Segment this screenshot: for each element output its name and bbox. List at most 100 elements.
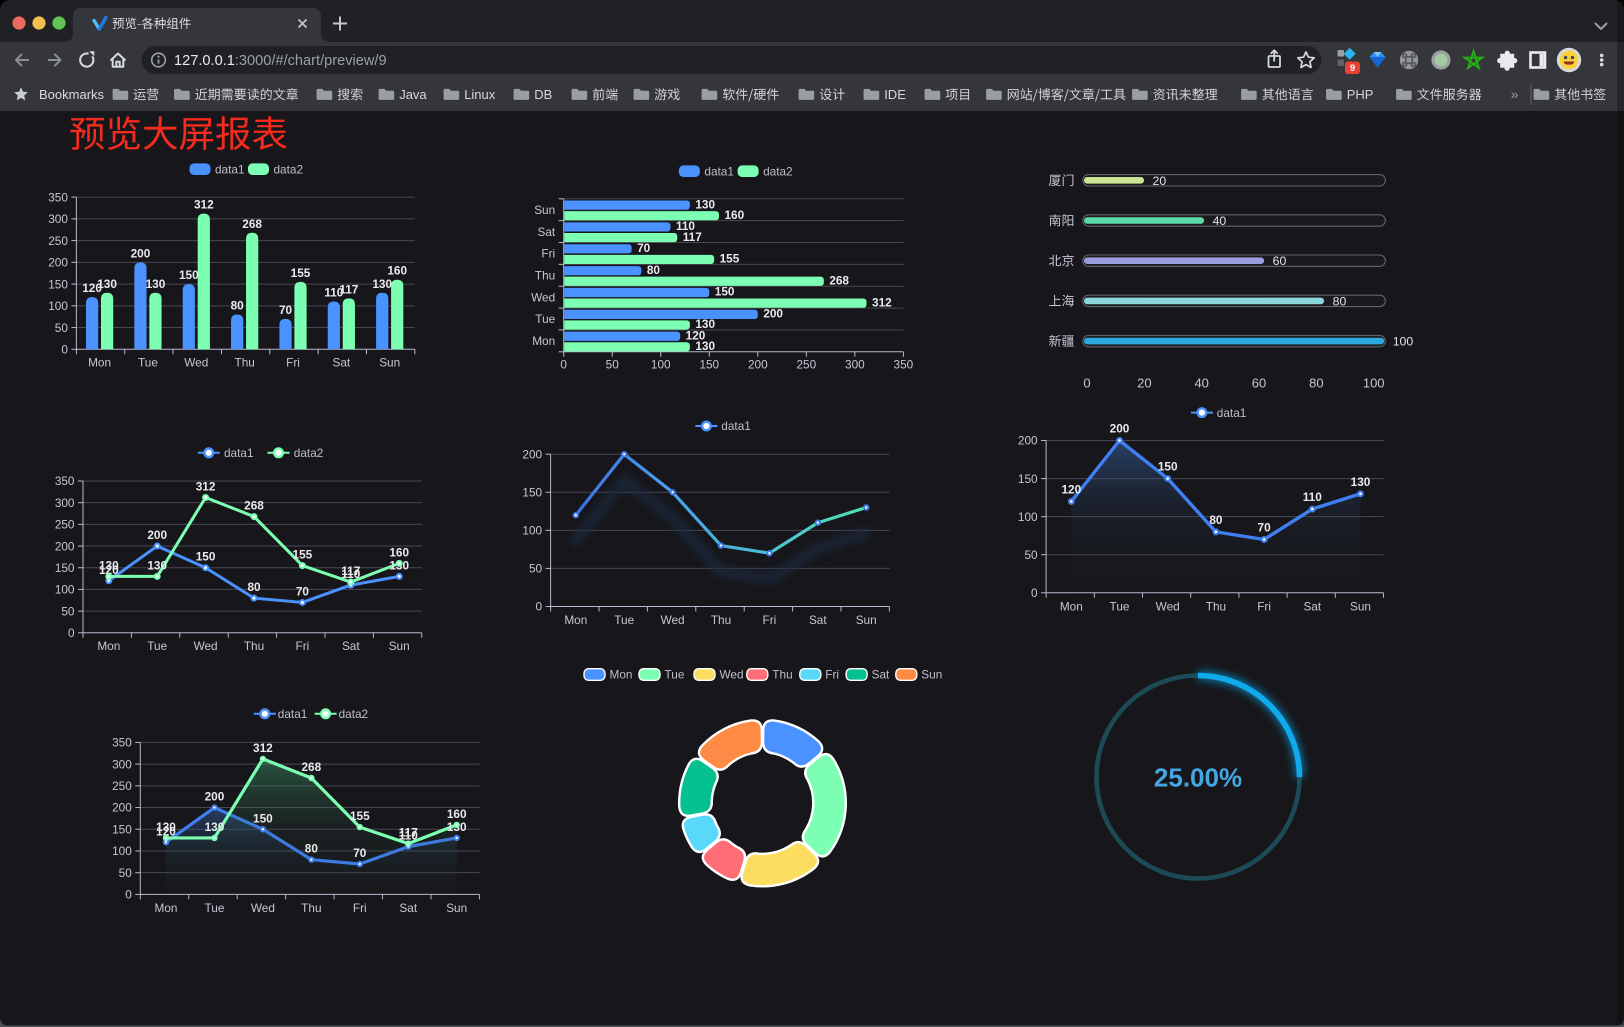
- svg-text:Thu: Thu: [772, 668, 792, 682]
- svg-text:Sun: Sun: [921, 668, 942, 682]
- svg-text:40: 40: [1194, 376, 1208, 391]
- svg-text:200: 200: [1018, 434, 1038, 448]
- svg-text:Tue: Tue: [1110, 599, 1130, 613]
- svg-text:100: 100: [55, 583, 75, 597]
- svg-text:130: 130: [205, 820, 225, 834]
- svg-text:312: 312: [253, 741, 273, 755]
- svg-text:350: 350: [112, 736, 132, 750]
- svg-text:150: 150: [1018, 472, 1038, 486]
- svg-text:50: 50: [55, 321, 69, 335]
- svg-text:300: 300: [845, 357, 865, 371]
- svg-text:130: 130: [695, 317, 715, 331]
- svg-text:160: 160: [387, 264, 407, 278]
- svg-text:200: 200: [112, 801, 132, 815]
- svg-text:80: 80: [231, 299, 245, 313]
- svg-text:150: 150: [1158, 460, 1178, 474]
- svg-text:data2: data2: [274, 162, 304, 176]
- svg-text:130: 130: [695, 339, 715, 353]
- svg-text:Sat: Sat: [809, 613, 827, 627]
- svg-text:70: 70: [637, 241, 651, 255]
- svg-text:Thu: Thu: [535, 268, 555, 282]
- svg-text:312: 312: [872, 295, 892, 309]
- svg-text:300: 300: [55, 496, 75, 510]
- svg-text:Fri: Fri: [541, 247, 555, 261]
- svg-text:268: 268: [242, 217, 262, 231]
- svg-text:40: 40: [1213, 214, 1227, 228]
- svg-text:155: 155: [291, 266, 311, 280]
- svg-text:350: 350: [55, 474, 75, 488]
- svg-text:130: 130: [156, 820, 176, 834]
- svg-text:200: 200: [1110, 422, 1130, 436]
- svg-text:DB: DB: [534, 87, 552, 102]
- svg-text:PHP: PHP: [1347, 87, 1374, 102]
- svg-text:50: 50: [606, 357, 620, 371]
- svg-text:Sat: Sat: [399, 901, 417, 915]
- svg-text:150: 150: [179, 268, 199, 282]
- svg-text:Mon: Mon: [97, 639, 120, 653]
- svg-text:250: 250: [55, 518, 75, 532]
- svg-text:Wed: Wed: [661, 613, 685, 627]
- svg-text:Sun: Sun: [379, 356, 400, 370]
- svg-text:Wed: Wed: [720, 668, 744, 682]
- svg-text:Linux: Linux: [464, 87, 496, 102]
- svg-text:160: 160: [389, 545, 409, 559]
- svg-text:150: 150: [112, 822, 132, 836]
- svg-text:Sat: Sat: [1303, 599, 1321, 613]
- svg-text:120: 120: [99, 563, 119, 577]
- svg-text:150: 150: [715, 285, 735, 299]
- svg-text:100: 100: [112, 844, 132, 858]
- svg-text:155: 155: [720, 252, 740, 266]
- svg-text:80: 80: [1209, 513, 1223, 527]
- svg-text:Sat: Sat: [872, 668, 890, 682]
- svg-text:Fri: Fri: [825, 668, 839, 682]
- svg-text:Wed: Wed: [194, 639, 218, 653]
- svg-text:Thu: Thu: [711, 613, 731, 627]
- svg-text:120: 120: [1061, 482, 1081, 496]
- svg-text:Sun: Sun: [534, 203, 555, 217]
- svg-text:Wed: Wed: [1156, 599, 1180, 613]
- svg-text:Mon: Mon: [155, 901, 178, 915]
- svg-text:Java: Java: [399, 87, 427, 102]
- svg-text:250: 250: [48, 234, 68, 248]
- svg-text:100: 100: [1363, 376, 1385, 391]
- svg-text:300: 300: [112, 757, 132, 771]
- svg-text:data1: data1: [215, 162, 245, 176]
- svg-text:data1: data1: [278, 707, 308, 721]
- svg-text:Wed: Wed: [184, 356, 208, 370]
- svg-text:Wed: Wed: [251, 901, 275, 915]
- svg-text:Wed: Wed: [531, 290, 555, 304]
- svg-text:70: 70: [353, 846, 367, 860]
- svg-text:Thu: Thu: [244, 639, 264, 653]
- svg-text:data2: data2: [763, 164, 793, 178]
- svg-text:60: 60: [1252, 376, 1266, 391]
- svg-text:0: 0: [536, 600, 543, 614]
- svg-text:9: 9: [1350, 63, 1355, 74]
- svg-text:0: 0: [125, 888, 132, 902]
- svg-text:70: 70: [296, 584, 310, 598]
- svg-text:250: 250: [796, 357, 816, 371]
- svg-text:Sat: Sat: [537, 225, 555, 239]
- svg-text:160: 160: [724, 208, 744, 222]
- svg-text:200: 200: [522, 447, 542, 461]
- svg-text:50: 50: [61, 604, 75, 618]
- svg-text:110: 110: [1303, 490, 1322, 504]
- svg-text:150: 150: [699, 357, 719, 371]
- svg-text:IDE: IDE: [884, 87, 906, 102]
- svg-text:Sat: Sat: [342, 639, 360, 653]
- svg-text:0: 0: [61, 343, 68, 357]
- svg-text:117: 117: [339, 282, 358, 296]
- svg-text:127.0.0.1:3000/#/chart/preview: 127.0.0.1:3000/#/chart/preview/9: [174, 53, 387, 69]
- svg-text:Thu: Thu: [234, 356, 254, 370]
- svg-text:117: 117: [341, 564, 360, 578]
- svg-text:250: 250: [112, 779, 132, 793]
- svg-text:120: 120: [156, 824, 176, 838]
- svg-text:Tue: Tue: [147, 639, 167, 653]
- svg-text:200: 200: [48, 256, 68, 270]
- svg-text:80: 80: [1309, 376, 1323, 391]
- svg-text:80: 80: [1333, 294, 1347, 308]
- svg-text:data1: data1: [721, 419, 751, 433]
- svg-text:130: 130: [695, 197, 715, 211]
- svg-text:200: 200: [205, 790, 225, 804]
- svg-text:20: 20: [1137, 376, 1151, 391]
- svg-text:130: 130: [147, 558, 167, 572]
